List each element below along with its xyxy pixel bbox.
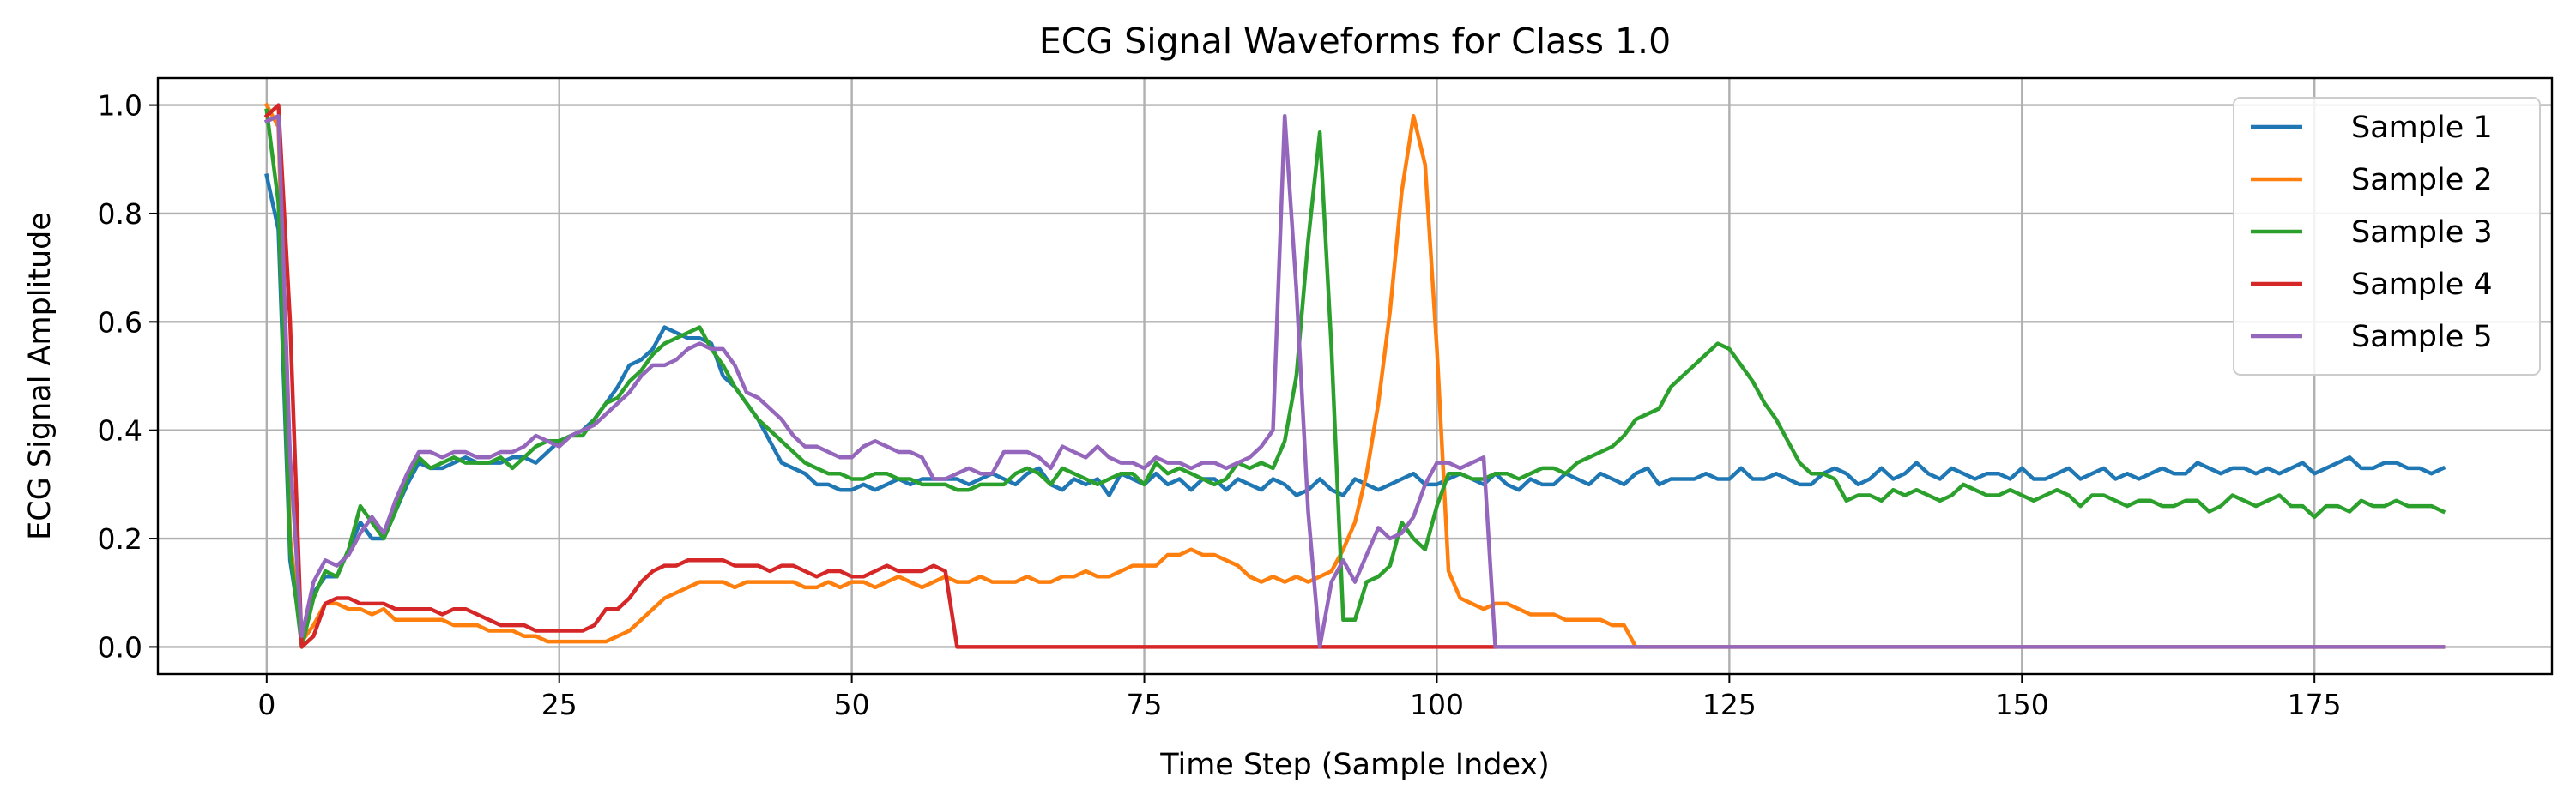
legend-box [2233,97,2541,376]
legend-label: Sample 5 [2351,320,2493,354]
plot-frame [156,76,2554,676]
series-line-sample-5 [263,113,2446,649]
x-tick-label: 50 [834,688,870,721]
x-tick-label: 75 [1127,688,1163,721]
y-tick-label: 0.8 [98,197,142,231]
x-tick-label: 25 [541,688,577,721]
series-line-sample-2 [263,102,2446,649]
x-tick-label: 125 [1702,688,1757,721]
chart-title: ECG Signal Waveforms for Class 1.0 [1039,21,1671,62]
x-tick-label: 100 [1410,688,1464,721]
y-tick-label: 0.0 [98,630,142,664]
y-tick-label: 0.2 [98,522,142,556]
x-tick-label: 150 [1995,688,2049,721]
x-tick-label: 175 [2288,688,2342,721]
y-tick-label: 0.6 [98,305,142,339]
y-tick-label: 0.4 [98,414,142,448]
series-line-sample-1 [264,173,2446,639]
legend-label: Sample 3 [2351,215,2493,250]
y-axis-label: ECG Signal Amplitude [23,212,57,540]
x-axis-label: Time Step (Sample Index) [1159,748,1550,782]
legend-label: Sample 2 [2351,163,2493,197]
x-tick-label: 0 [257,688,275,721]
legend-label: Sample 4 [2351,268,2493,302]
legend-label: Sample 1 [2351,111,2493,145]
series-line-sample-3 [264,108,2446,649]
grid [158,78,2552,674]
y-tick-label: 1.0 [98,89,142,123]
series-line-sample-4 [263,103,1497,649]
axis-ticks: 0 25 50 75 100 125 150 175 0.0 0.2 0.4 0.6 0.8 1.0 [98,89,2342,721]
series-lines [263,102,2446,649]
legend: Sample 1 Sample 2 Sample 3 Sample 4 Sample 5 [2233,97,2541,376]
